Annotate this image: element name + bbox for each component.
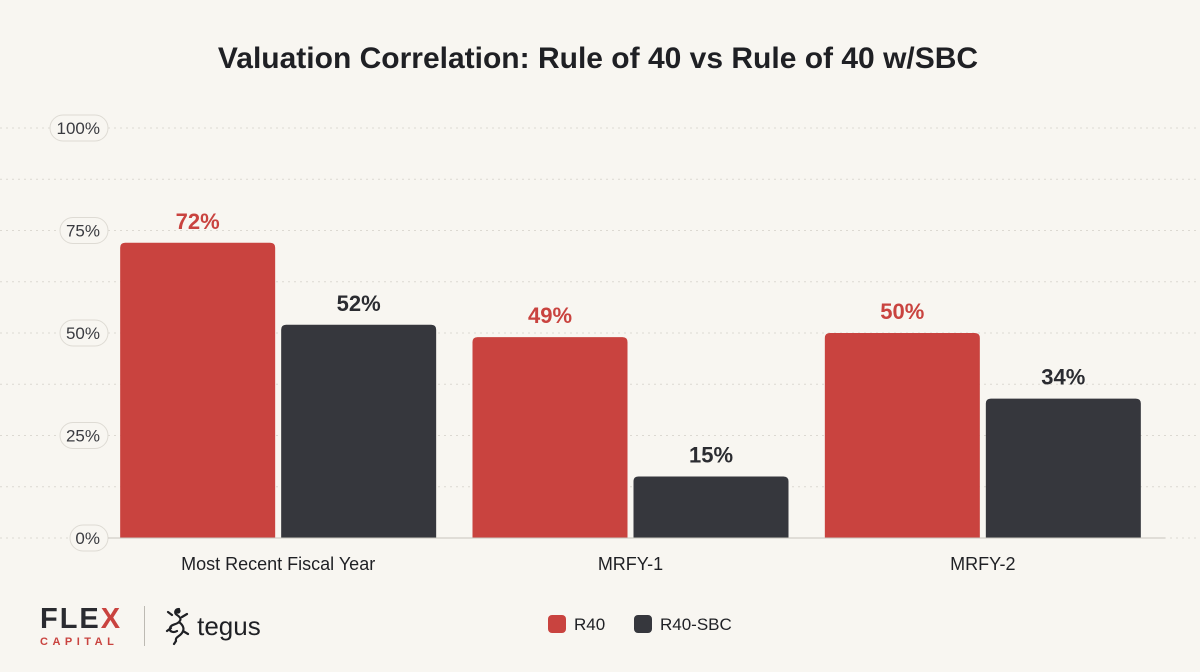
flex-logo-word: FLEX xyxy=(40,602,123,635)
data-label: 72% xyxy=(176,209,220,234)
y-tick-pill xyxy=(59,217,109,244)
tegus-gecko-icon xyxy=(166,607,190,646)
bars: 72% 52% 49% 15% 50% 34% xyxy=(120,209,1141,539)
x-tick-label: MRFY-1 xyxy=(598,554,663,574)
data-label: 34% xyxy=(1041,365,1085,390)
y-tick-label: 75% xyxy=(66,222,100,241)
x-tick-label: MRFY-2 xyxy=(950,554,1015,574)
bar-r40-sbc xyxy=(281,324,437,538)
x-axis: Most Recent Fiscal Year MRFY-1 MRFY-2 xyxy=(108,537,1165,574)
legend-swatch xyxy=(634,615,652,633)
y-tick-label: 25% xyxy=(66,427,100,446)
tegus-logo: tegus xyxy=(165,606,261,646)
footer-logos: FLEX CAPITAL tegus xyxy=(40,598,261,654)
flex-capital-logo: FLEX CAPITAL xyxy=(40,602,123,648)
legend-label: R40 xyxy=(574,615,605,634)
y-tick: 100% xyxy=(49,114,109,142)
x-tick-label: Most Recent Fiscal Year xyxy=(181,554,375,574)
bar-r40 xyxy=(824,333,980,538)
legend-item: R40-SBC xyxy=(634,615,732,634)
y-tick-pill xyxy=(49,114,109,142)
y-tick-label: 50% xyxy=(66,324,100,343)
y-tick: 0% xyxy=(69,524,109,552)
bar-r40-sbc xyxy=(633,476,789,538)
bar-r40-sbc xyxy=(985,398,1141,538)
y-tick-label: 100% xyxy=(57,119,100,138)
legend-swatch xyxy=(548,615,566,633)
data-label: 15% xyxy=(689,443,733,468)
y-tick: 50% xyxy=(59,319,109,347)
y-tick: 25% xyxy=(59,422,109,449)
bar-r40 xyxy=(120,242,276,539)
tegus-logo-word: tegus xyxy=(197,610,261,641)
legend-item: R40 xyxy=(548,615,605,634)
legend: R40 R40-SBC xyxy=(548,615,732,634)
chart-title: Valuation Correlation: Rule of 40 vs Rul… xyxy=(218,42,978,75)
logo-divider xyxy=(144,606,146,646)
data-label: 50% xyxy=(880,299,924,324)
y-tick: 75% xyxy=(59,217,109,244)
y-axis: 0% 25% 50% 75% 100% xyxy=(49,114,109,552)
y-tick-pill xyxy=(59,422,109,449)
legend-label: R40-SBC xyxy=(660,615,732,634)
bar-r40 xyxy=(472,337,628,538)
data-label: 52% xyxy=(337,291,381,316)
y-tick-label: 0% xyxy=(75,529,100,548)
data-label: 49% xyxy=(528,303,572,328)
y-tick-pill xyxy=(59,319,109,347)
capital-logo-word: CAPITAL xyxy=(40,635,119,648)
